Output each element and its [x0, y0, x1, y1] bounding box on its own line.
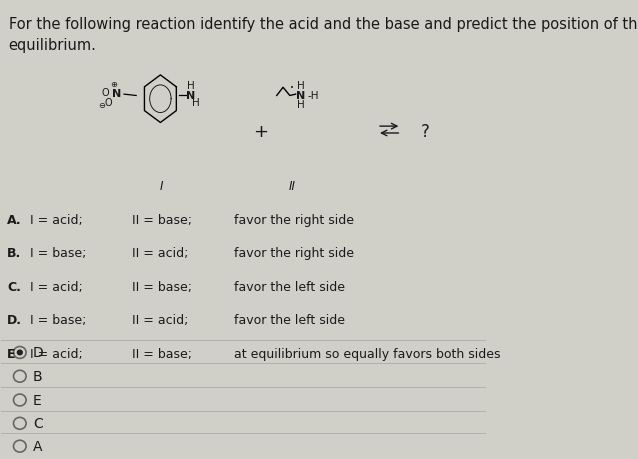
Text: A: A — [33, 439, 42, 453]
Text: I = base;: I = base; — [31, 313, 87, 326]
Text: I = base;: I = base; — [31, 247, 87, 260]
Text: B.: B. — [7, 247, 22, 260]
Text: O: O — [102, 88, 110, 98]
Text: E: E — [7, 347, 16, 360]
Text: H: H — [297, 100, 305, 110]
Text: I = acid;: I = acid; — [31, 280, 83, 293]
Text: II = base;: II = base; — [132, 280, 192, 293]
Text: ⊕: ⊕ — [110, 80, 117, 89]
Text: B: B — [33, 369, 43, 383]
Text: H: H — [186, 81, 195, 91]
Text: +: + — [253, 123, 268, 140]
Text: -H: -H — [308, 91, 319, 101]
Text: favor the left side: favor the left side — [234, 313, 345, 326]
Text: I = acid;: I = acid; — [31, 347, 83, 360]
Text: ?: ? — [421, 123, 430, 140]
Text: II = base;: II = base; — [132, 213, 192, 226]
Text: H: H — [297, 81, 305, 91]
Text: E: E — [33, 393, 41, 407]
Circle shape — [17, 350, 22, 355]
Text: N: N — [112, 89, 121, 99]
Text: N: N — [296, 91, 306, 101]
Text: N: N — [186, 91, 195, 101]
Text: O: O — [104, 98, 112, 108]
Text: favor the left side: favor the left side — [234, 280, 345, 293]
Text: C.: C. — [7, 280, 21, 293]
Text: ⊖: ⊖ — [98, 101, 105, 110]
Text: D: D — [33, 346, 43, 360]
Text: favor the right side: favor the right side — [234, 247, 354, 260]
Text: A.: A. — [7, 213, 22, 226]
Text: •: • — [290, 85, 294, 91]
Text: II = acid;: II = acid; — [132, 247, 189, 260]
Text: II: II — [289, 179, 296, 193]
Text: favor the right side: favor the right side — [234, 213, 354, 226]
Text: H: H — [193, 98, 200, 108]
Text: D.: D. — [7, 313, 22, 326]
Text: C: C — [33, 416, 43, 431]
Text: I: I — [160, 179, 163, 193]
Text: I = acid;: I = acid; — [31, 213, 83, 226]
Text: at equilibrium so equally favors both sides: at equilibrium so equally favors both si… — [234, 347, 501, 360]
Text: For the following reaction identify the acid and the base and predict the positi: For the following reaction identify the … — [9, 17, 638, 53]
Text: II = acid;: II = acid; — [132, 313, 189, 326]
Text: II = base;: II = base; — [132, 347, 192, 360]
